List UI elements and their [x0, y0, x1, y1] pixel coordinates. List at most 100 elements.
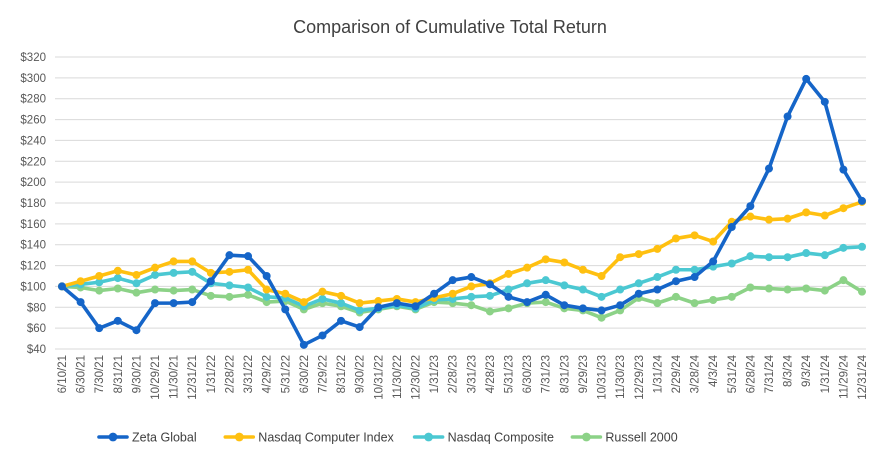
data-point-nasdaq-computer-index: [746, 212, 755, 221]
data-point-nasdaq-computer-index: [151, 263, 160, 272]
data-point-zeta-global: [541, 290, 550, 299]
data-point-nasdaq-computer-index: [318, 287, 327, 296]
data-point-nasdaq-composite: [113, 274, 122, 283]
x-tick-label: 4/28/23: [485, 355, 497, 393]
x-tick-label: 9/3/24: [801, 354, 813, 387]
x-tick-label: 11/29/24: [838, 354, 850, 399]
data-point-nasdaq-composite: [485, 291, 494, 300]
data-series: [58, 74, 866, 349]
y-tick-label: $320: [20, 52, 46, 64]
x-tick-label: 2/28/23: [448, 355, 460, 393]
data-point-nasdaq-composite: [188, 267, 197, 276]
data-point-nasdaq-composite: [616, 285, 625, 294]
data-point-nasdaq-computer-index: [541, 255, 550, 264]
x-tick-label: 3/28/24: [690, 354, 702, 393]
x-tick-label: 5/31/22: [280, 355, 292, 393]
data-point-nasdaq-composite: [764, 253, 773, 262]
data-point-nasdaq-computer-index: [839, 204, 848, 213]
data-point-nasdaq-computer-index: [337, 291, 346, 300]
data-point-zeta-global: [244, 252, 253, 261]
y-tick-label: $240: [20, 135, 46, 147]
data-point-nasdaq-computer-index: [299, 298, 308, 307]
data-point-russell-2000: [709, 295, 718, 304]
chart-title: Comparison of Cumulative Total Return: [293, 17, 607, 37]
x-tick-label: 7/31/23: [541, 355, 553, 393]
legend-label: Nasdaq Computer Index: [258, 431, 394, 445]
data-point-zeta-global: [188, 298, 197, 307]
legend-item-nasdaq-computer-index: Nasdaq Computer Index: [223, 431, 395, 445]
data-point-nasdaq-computer-index: [616, 253, 625, 262]
data-point-nasdaq-computer-index: [634, 250, 643, 259]
data-point-zeta-global: [281, 305, 290, 314]
data-point-zeta-global: [151, 299, 160, 308]
legend-point-marker: [234, 432, 244, 442]
data-point-russell-2000: [727, 292, 736, 301]
data-point-nasdaq-computer-index: [225, 267, 234, 276]
x-tick-label: 12/30/22: [411, 355, 423, 400]
x-tick-label: 9/30/21: [131, 355, 143, 393]
data-point-nasdaq-composite: [151, 270, 160, 279]
data-point-nasdaq-computer-index: [690, 231, 699, 240]
data-point-nasdaq-computer-index: [281, 289, 290, 298]
data-point-nasdaq-composite: [225, 281, 234, 290]
x-tick-label: 12/29/23: [634, 355, 646, 400]
data-point-russell-2000: [802, 284, 811, 293]
data-point-nasdaq-composite: [746, 252, 755, 261]
chart-legend: Zeta Global Nasdaq Computer Index Nasdaq C…: [97, 431, 678, 445]
data-point-russell-2000: [504, 304, 513, 313]
y-tick-label: $220: [20, 156, 46, 168]
legend-item-nasdaq-composite: Nasdaq Composite: [412, 431, 554, 445]
x-tick-label: 6/10/21: [57, 355, 69, 393]
data-point-zeta-global: [653, 285, 662, 294]
data-point-nasdaq-computer-index: [653, 244, 662, 253]
data-point-nasdaq-composite: [244, 283, 253, 292]
y-tick-label: $40: [27, 344, 46, 356]
data-point-zeta-global: [485, 280, 494, 289]
data-point-nasdaq-composite: [337, 299, 346, 308]
x-tick-label: 11/30/22: [392, 355, 404, 399]
data-point-russell-2000: [113, 284, 122, 293]
data-point-russell-2000: [839, 276, 848, 285]
y-tick-label: $300: [20, 73, 46, 85]
legend-item-russell-2000: Russell 2000: [570, 431, 678, 445]
x-tick-label: 7/31/24: [764, 354, 776, 393]
x-tick-label: 4/3/24: [708, 354, 720, 387]
data-point-nasdaq-composite: [727, 259, 736, 268]
x-tick-label: 1/31/22: [206, 355, 218, 393]
data-point-russell-2000: [690, 299, 699, 308]
data-point-zeta-global: [764, 164, 773, 173]
x-tick-label: 11/30/23: [615, 355, 627, 399]
data-point-zeta-global: [392, 299, 401, 308]
x-tick-label: 4/29/22: [262, 355, 274, 393]
data-point-nasdaq-composite: [690, 265, 699, 274]
data-point-nasdaq-computer-index: [76, 277, 85, 286]
data-point-nasdaq-composite: [95, 278, 104, 287]
data-point-zeta-global: [709, 257, 718, 266]
y-tick-label: $180: [20, 198, 46, 210]
y-tick-label: $120: [20, 261, 46, 273]
x-tick-label: 5/31/23: [504, 355, 516, 393]
data-point-nasdaq-computer-index: [374, 297, 383, 306]
x-tick-label: 10/31/23: [597, 355, 609, 400]
x-tick-label: 5/31/24: [727, 354, 739, 393]
data-point-nasdaq-composite: [783, 253, 792, 262]
data-point-russell-2000: [541, 298, 550, 307]
data-point-russell-2000: [764, 284, 773, 293]
data-point-nasdaq-computer-index: [132, 270, 141, 279]
data-point-zeta-global: [523, 298, 532, 307]
data-point-zeta-global: [746, 202, 755, 211]
data-point-nasdaq-composite: [169, 268, 178, 277]
x-tick-label: 8/31/21: [113, 355, 125, 393]
data-point-zeta-global: [802, 74, 811, 83]
series-zeta-global: [58, 74, 866, 349]
data-point-nasdaq-computer-index: [467, 282, 476, 291]
data-point-russell-2000: [132, 288, 141, 297]
data-point-zeta-global: [634, 289, 643, 298]
data-point-nasdaq-computer-index: [504, 269, 513, 278]
data-point-zeta-global: [560, 301, 569, 310]
x-tick-label: 1/31/24: [820, 354, 832, 393]
data-point-russell-2000: [188, 285, 197, 294]
data-point-nasdaq-computer-index: [578, 265, 587, 274]
data-point-nasdaq-composite: [802, 249, 811, 258]
